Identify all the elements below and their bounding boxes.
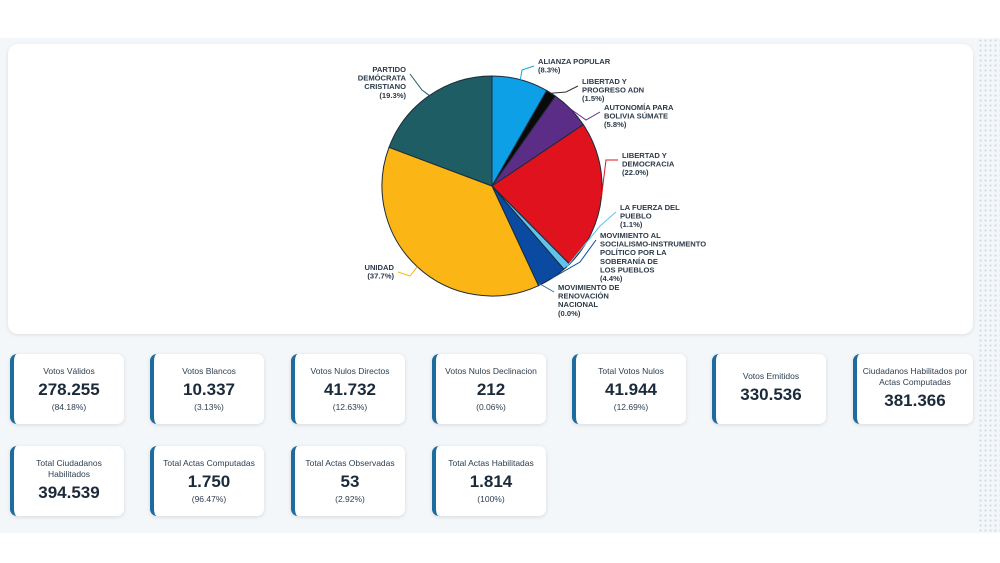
stat-percentage: (84.18%) — [51, 401, 87, 412]
stat-card-votos-nulos-declinacion: Votos Nulos Declinacion 212 (0.06%) — [432, 354, 546, 424]
stat-card-total-actas-computadas: Total Actas Computadas 1.750 (96.47%) — [150, 446, 264, 516]
stat-label: Total Actas Observadas — [305, 457, 395, 468]
stat-value: 10.337 — [183, 379, 235, 399]
stat-percentage: (100%) — [477, 493, 505, 504]
leader-line — [551, 85, 579, 94]
leader-line — [519, 65, 535, 80]
stat-label: Total Actas Computadas — [163, 457, 255, 468]
slice-label: ALIANZA POPULAR (8.3%) — [538, 57, 611, 75]
stat-value: 1.814 — [469, 471, 513, 491]
stat-card-votos-emitidos: Votos Emitidos 330.536 — [712, 354, 826, 424]
stat-value: 381.366 — [884, 390, 946, 410]
stat-card-ciudadanos-habilitados-actas: Ciudadanos Habilitados por Actas Computa… — [853, 354, 973, 424]
stat-card-total-actas-habilitadas: Total Actas Habilitadas 1.814 (100%) — [432, 446, 546, 516]
stat-card-total-votos-nulos: Total Votos Nulos 41.944 (12.69%) — [572, 354, 686, 424]
leader-line — [409, 73, 430, 96]
slice-label: LIBERTAD Y PROGRESO ADN (1.5%) — [582, 77, 644, 103]
stat-card-votos-validos: Votos Válidos 278.255 (84.18%) — [10, 354, 124, 424]
slice-label: AUTONOMÍA PARA BOLIVIA SÚMATE (5.8%) — [604, 103, 674, 129]
leader-line — [566, 211, 617, 268]
stat-label: Votos Válidos — [43, 365, 95, 376]
stat-value: 278.255 — [38, 379, 100, 399]
stat-percentage: (0.06%) — [476, 401, 506, 412]
stat-value: 41.732 — [324, 379, 376, 399]
slice-label: LA FUERZA DEL PUEBLO (1.1%) — [620, 203, 680, 229]
stat-card-votos-nulos-directos: Votos Nulos Directos 41.732 (12.63%) — [291, 354, 405, 424]
stat-percentage: (3.13%) — [194, 401, 224, 412]
slice-label: MOVIMIENTO AL SOCIALISMO-INSTRUMENTO POLÍT… — [600, 231, 706, 283]
slice-label: UNIDAD (37.7%) — [364, 263, 394, 281]
stat-label: Total Ciudadanos Habilitados — [36, 457, 102, 479]
leader-line — [397, 266, 418, 277]
stat-card-total-actas-observadas: Total Actas Observadas 53 (2.92%) — [291, 446, 405, 516]
stat-label: Ciudadanos Habilitados por Actas Computa… — [862, 365, 968, 387]
leader-line — [600, 159, 618, 197]
slice-label: LIBERTAD Y DEMOCRACIA (22.0%) — [622, 151, 675, 177]
stat-percentage: (12.63%) — [332, 401, 368, 412]
stat-value: 1.750 — [187, 471, 231, 491]
pie-chart: ALIANZA POPULAR (8.3%) LIBERTAD Y PROGRESO … — [358, 57, 706, 318]
stat-value: 41.944 — [605, 379, 657, 399]
stat-value: 394.539 — [38, 482, 100, 502]
stat-card-total-ciudadanos-habilitados: Total Ciudadanos Habilitados 394.539 — [10, 446, 124, 516]
stat-value: 212 — [476, 379, 506, 399]
stat-card-votos-blancos: Votos Blancos 10.337 (3.13%) — [150, 354, 264, 424]
stat-label: Votos Nulos Directos — [310, 365, 390, 376]
stat-percentage: (2.92%) — [335, 493, 365, 504]
dotted-edge-decoration — [978, 38, 1000, 533]
leader-line — [538, 283, 555, 293]
leader-line — [551, 239, 597, 279]
stat-value: 330.536 — [740, 385, 802, 404]
stat-label: Votos Nulos Declinacion — [445, 365, 537, 376]
stat-label: Votos Blancos — [182, 365, 236, 376]
stat-label: Total Actas Habilitadas — [448, 457, 534, 468]
stat-label: Total Votos Nulos — [598, 365, 664, 376]
stat-value: 53 — [340, 471, 360, 491]
stat-percentage: (96.47%) — [191, 493, 227, 504]
stat-percentage: (12.69%) — [613, 401, 649, 412]
slice-label: MOVIMIENTO DE RENOVACIÓN NACIONAL (0.0%) — [558, 283, 619, 318]
leader-line — [570, 108, 601, 121]
slice-label: PARTIDO DEMÓCRATA CRISTIANO (19.3%) — [358, 65, 407, 100]
stat-label: Votos Emitidos — [742, 371, 800, 381]
